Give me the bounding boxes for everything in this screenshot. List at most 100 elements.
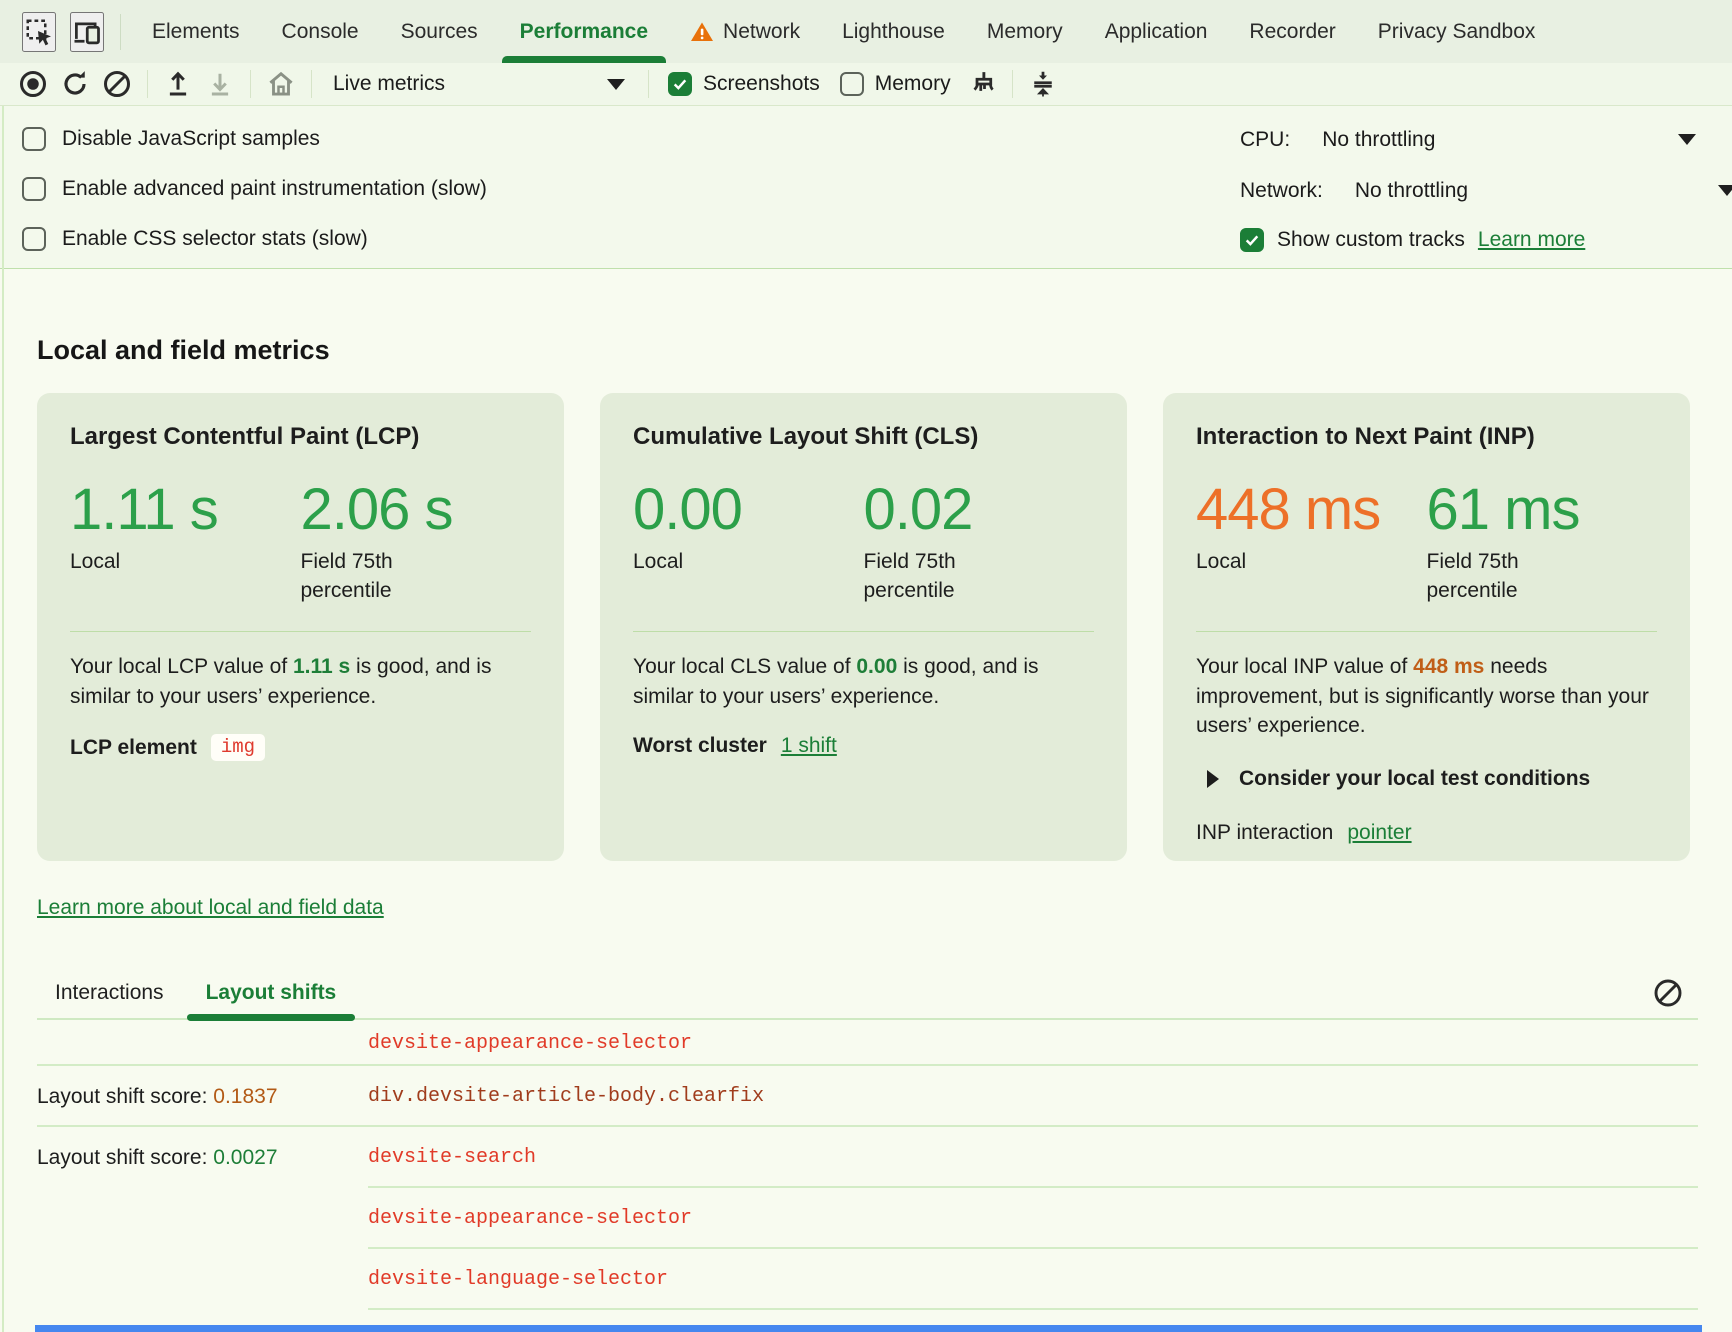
local-value: 448 ms [1196, 477, 1381, 542]
chevron-down-icon [1678, 134, 1696, 145]
chevron-down-icon [607, 78, 625, 90]
inp-interaction-link[interactable]: pointer [1347, 821, 1412, 845]
tab-performance[interactable]: Performance [499, 0, 669, 63]
panel-left-edge [2, 106, 4, 1332]
toolbar-separator [648, 70, 649, 98]
field-value: 2.06 s [300, 477, 454, 542]
score-label: Layout shift score: [37, 1084, 214, 1108]
element-link[interactable]: devsite-language-selector [368, 1268, 669, 1291]
unchecked-checkbox-icon [22, 227, 46, 251]
score-value: 0.1837 [213, 1084, 278, 1108]
element-link[interactable]: devsite-appearance-selector [368, 1031, 693, 1055]
home-button[interactable] [260, 65, 302, 103]
page-title: Local and field metrics [37, 335, 330, 365]
collect-garbage-button[interactable] [961, 65, 1003, 103]
toolbar-separator [1011, 70, 1013, 98]
tab-memory[interactable]: Memory [986, 19, 1063, 43]
unchecked-checkbox-icon [839, 72, 864, 96]
collapse-sections-button[interactable] [1022, 65, 1064, 103]
field-label: Field 75th percentile [1426, 550, 1519, 602]
memory-checkbox[interactable]: Memory [839, 72, 951, 96]
layout-shift-row[interactable]: devsite-appearance-selector [37, 1020, 1698, 1066]
layout-shift-row[interactable]: Layout shift score: 0.1837 div.devsite-a… [37, 1066, 1698, 1127]
lcp-element-label: LCP element [70, 735, 197, 759]
tab-layout-shifts[interactable]: Layout shifts [186, 967, 356, 1021]
tab-application[interactable]: Application [1104, 19, 1208, 43]
lcp-card: Largest Contentful Paint (LCP) 1.11 s Lo… [37, 393, 564, 861]
screenshots-checkbox[interactable]: Screenshots [668, 72, 820, 96]
upload-icon [169, 71, 187, 96]
cls-card: Cumulative Layout Shift (CLS) 0.00 Local… [600, 393, 1127, 861]
live-metrics-view: Local and field metrics Largest Contentf… [0, 335, 1732, 1332]
layout-shift-row[interactable]: devsite-language-selector [37, 1249, 1698, 1310]
tab-elements[interactable]: Elements [152, 19, 240, 43]
consider-disclosure[interactable]: Consider your local test conditions [1196, 767, 1657, 791]
unchecked-checkbox-icon [22, 177, 46, 201]
devtools-tabbar: Elements Console Sources Performance Net… [0, 0, 1732, 63]
element-link[interactable]: div.devsite-article-body.clearfix [368, 1085, 765, 1108]
tab-privacy-sandbox[interactable]: Privacy Sandbox [1377, 19, 1536, 43]
save-profile-button[interactable] [157, 65, 199, 103]
reload-icon [64, 71, 86, 95]
show-custom-tracks-checkbox[interactable] [1240, 228, 1264, 252]
metric-description: Your local INP value of 448 ms needs imp… [1196, 654, 1649, 738]
device-toolbar-button[interactable] [70, 11, 104, 52]
tab-console[interactable]: Console [281, 19, 359, 43]
card-title: Interaction to Next Paint (INP) [1196, 423, 1535, 450]
inspect-element-button[interactable] [22, 11, 56, 52]
card-divider [1196, 630, 1657, 632]
broom-icon [973, 72, 994, 91]
layout-shift-row[interactable]: Layout shift score: 0.0027 devsite-searc… [37, 1127, 1698, 1188]
field-value: 61 ms [1426, 477, 1581, 542]
load-profile-button[interactable] [199, 65, 241, 103]
unchecked-checkbox-icon [22, 127, 46, 151]
network-throttling-select[interactable]: Network: No throttling [1240, 169, 1732, 213]
lcp-element-link[interactable]: img [210, 734, 266, 762]
chevron-down-icon [1718, 185, 1732, 196]
record-button[interactable] [12, 65, 54, 103]
toolbar-separator [147, 70, 148, 98]
field-value: 0.02 [863, 477, 974, 542]
element-link[interactable]: devsite-search [368, 1146, 537, 1169]
tab-sources[interactable]: Sources [400, 19, 478, 43]
clear-log-button[interactable] [1652, 977, 1684, 1009]
device-toolbar-icon [74, 22, 100, 44]
toolbar-separator [311, 70, 312, 98]
panel-mode-select[interactable]: Live metrics [321, 65, 639, 103]
metric-description: Your local CLS value of 0.00 is good, an… [633, 654, 1039, 708]
home-icon [269, 71, 293, 96]
layout-shift-row[interactable]: devsite-appearance-selector [37, 1188, 1698, 1249]
advanced-paint-checkbox[interactable]: Enable advanced paint instrumentation (s… [22, 164, 487, 214]
reload-and-record-button[interactable] [54, 65, 96, 103]
inp-card: Interaction to Next Paint (INP) 448 ms L… [1163, 393, 1690, 861]
active-tab-underline [501, 56, 667, 63]
metric-description: Your local LCP value of 1.11 s is good, … [70, 654, 492, 708]
selected-row-highlight [35, 1325, 1702, 1332]
disable-js-samples-checkbox[interactable]: Disable JavaScript samples [22, 114, 487, 164]
score-label: Layout shift score: [37, 1145, 214, 1169]
worst-cluster-label: Worst cluster [633, 734, 767, 758]
inp-interaction-label: INP interaction [1196, 821, 1334, 845]
clear-recordings-button[interactable] [96, 65, 138, 103]
card-divider [633, 630, 1094, 632]
tab-recorder[interactable]: Recorder [1249, 19, 1336, 43]
local-value: 1.11 s [70, 477, 219, 542]
tab-interactions[interactable]: Interactions [55, 981, 164, 1004]
field-label: Field 75th percentile [300, 550, 393, 602]
inspect-cursor-icon [26, 19, 51, 45]
capture-settings: Disable JavaScript samples Enable advanc… [0, 106, 1732, 269]
card-title: Cumulative Layout Shift (CLS) [633, 423, 979, 450]
learn-more-link[interactable]: Learn more [1477, 228, 1586, 251]
field-label: Field 75th percentile [863, 550, 956, 602]
element-link[interactable]: devsite-appearance-selector [368, 1207, 693, 1230]
active-tab-underline [186, 1014, 356, 1021]
tab-network[interactable]: Network [669, 0, 821, 63]
worst-cluster-link[interactable]: 1 shift [780, 734, 837, 758]
tab-lighthouse[interactable]: Lighthouse [842, 19, 945, 43]
learn-more-field-data-link[interactable]: Learn more about local and field data [37, 896, 384, 919]
custom-tracks-label: Show custom tracks [1277, 228, 1465, 251]
local-value: 0.00 [633, 477, 743, 542]
cpu-throttling-select[interactable]: CPU: No throttling [1240, 118, 1710, 162]
performance-toolbar: Live metrics Screenshots Memory [0, 63, 1732, 106]
css-selector-stats-checkbox[interactable]: Enable CSS selector stats (slow) [22, 214, 487, 264]
